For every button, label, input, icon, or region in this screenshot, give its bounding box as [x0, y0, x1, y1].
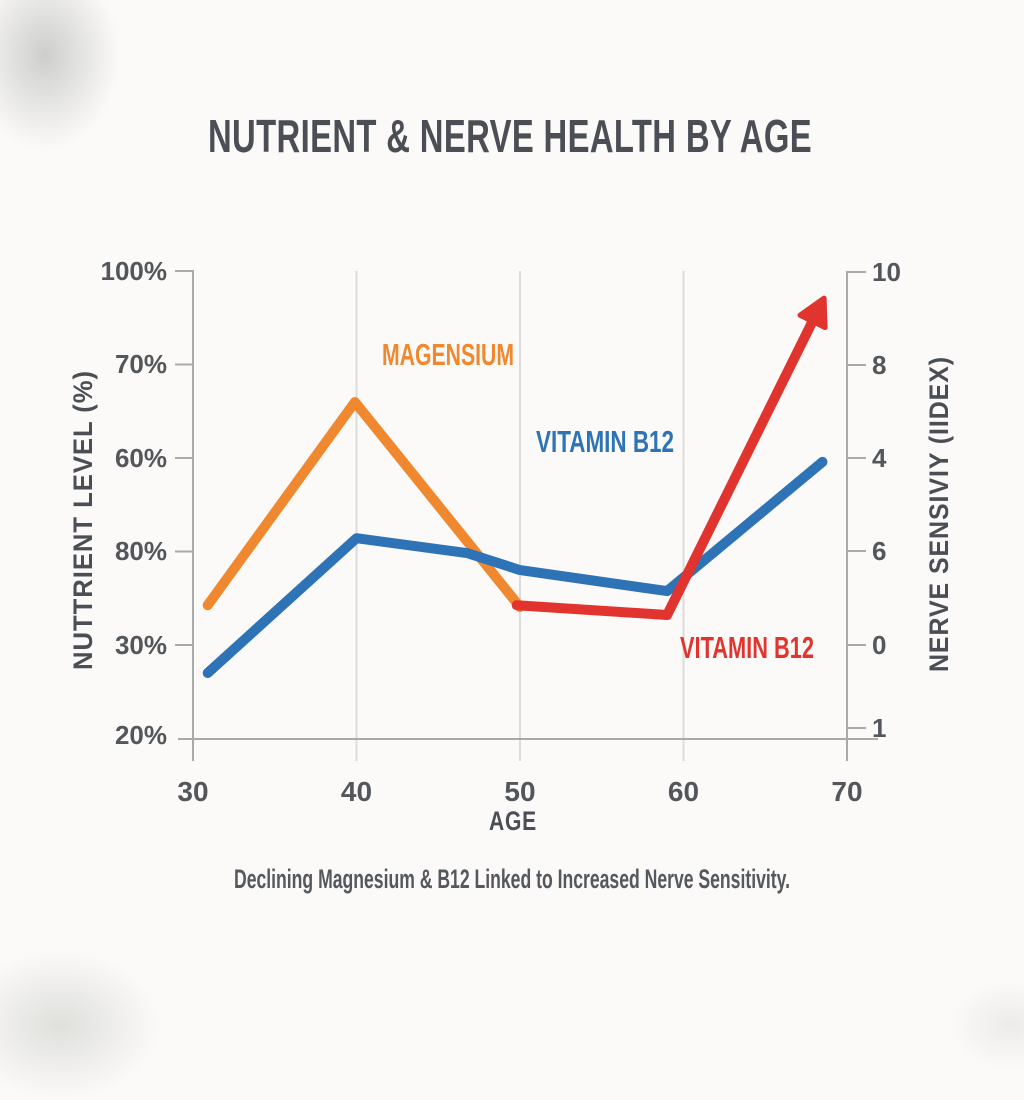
series-label-vitamin-b12-red: VITAMIN B12: [680, 630, 814, 665]
y-tick-left-2: 60%: [115, 443, 167, 473]
y-tick-left-0: 100%: [101, 256, 168, 286]
right-axis-tick-labels: 10 8 4 6 0 1: [872, 257, 901, 743]
left-axis-ticks: [175, 270, 194, 646]
y-tick-right-1: 8: [872, 350, 886, 380]
chart: NUTRIENT & NERVE HEALTH BY AGE 1: [68, 110, 954, 894]
y-axis-label-right: NERVE SENSIVIY (IIDEX): [924, 356, 954, 672]
x-tick-60: 60: [668, 776, 699, 807]
x-tick-70: 70: [831, 776, 862, 807]
y-tick-right-5: 1: [872, 713, 886, 743]
y-tick-left-3: 80%: [115, 536, 167, 566]
magnesium-line: [202, 397, 525, 612]
y-tick-left-4: 30%: [115, 630, 167, 660]
x-axis-label: AGE: [489, 806, 537, 836]
x-tick-50: 50: [504, 776, 535, 807]
y-tick-left-5: 20%: [115, 720, 167, 750]
series-label-magnesium: MAGENSIUM: [382, 337, 514, 372]
series-label-vitamin-b12-blue: VITAMIN B12: [536, 424, 674, 459]
arrowhead-icon: [797, 295, 828, 331]
chart-caption: Declining Magnesium & B12 Linked to Incr…: [234, 864, 790, 894]
nerve-sensitivity-line: [511, 312, 820, 620]
y-axis-label-left: NUTTRIENT LEVEL (%): [68, 370, 98, 670]
y-tick-left-1: 70%: [115, 349, 167, 379]
right-axis-ticks: [846, 271, 866, 729]
x-tick-40: 40: [341, 776, 372, 807]
y-tick-right-4: 0: [872, 630, 886, 660]
y-tick-right-0: 10: [872, 257, 901, 287]
chart-title: NUTRIENT & NERVE HEALTH BY AGE: [208, 110, 812, 162]
y-tick-right-2: 4: [872, 443, 887, 473]
x-axis-tick-labels: 30 40 50 60 70: [177, 776, 862, 807]
left-axis-tick-labels: 100% 70% 60% 80% 30% 20%: [101, 256, 168, 750]
y-tick-right-3: 6: [872, 536, 886, 566]
x-tick-30: 30: [177, 776, 208, 807]
